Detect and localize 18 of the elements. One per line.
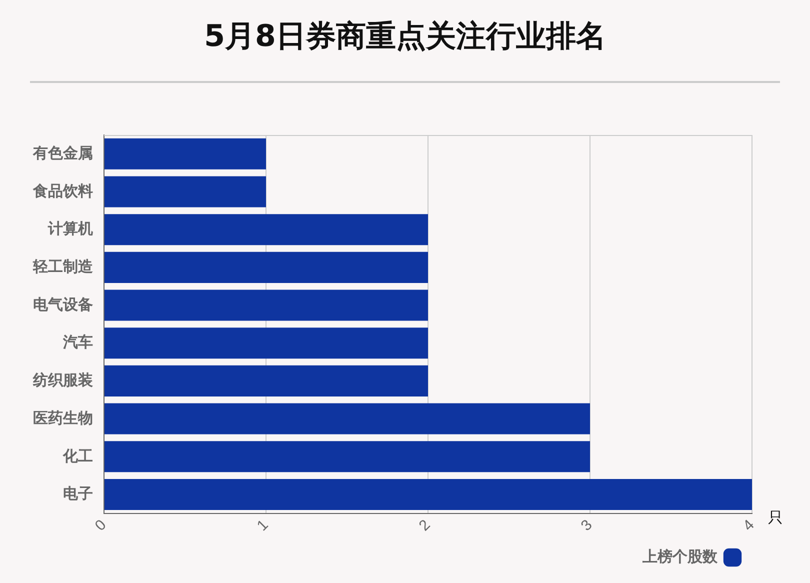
x-axis-title: 只	[768, 508, 783, 526]
x-tick-label: 3	[578, 516, 596, 534]
legend-label: 上榜个股数	[642, 548, 718, 566]
x-tick-label: 1	[254, 516, 272, 534]
x-tick-label: 2	[416, 516, 434, 534]
y-tick-label: 纺织服装	[32, 371, 93, 390]
y-tick-label: 食品饮料	[32, 182, 93, 200]
y-tick-label: 汽车	[62, 333, 93, 352]
x-tick-label: 4	[740, 516, 758, 534]
y-tick-label: 电子	[63, 486, 93, 503]
y-tick-label: 电气设备	[33, 296, 93, 314]
y-tick-label: 轻工制造	[32, 258, 94, 276]
y-tick-label: 计算机	[47, 220, 93, 238]
y-tick-label: 化工	[62, 448, 93, 465]
y-tick-label: 医药生物	[33, 410, 93, 427]
y-tick-label: 有色金属	[32, 145, 93, 162]
chart-title: 5月8日券商重点关注行业排名	[203, 18, 607, 56]
x-tick-label: 0	[92, 516, 110, 534]
